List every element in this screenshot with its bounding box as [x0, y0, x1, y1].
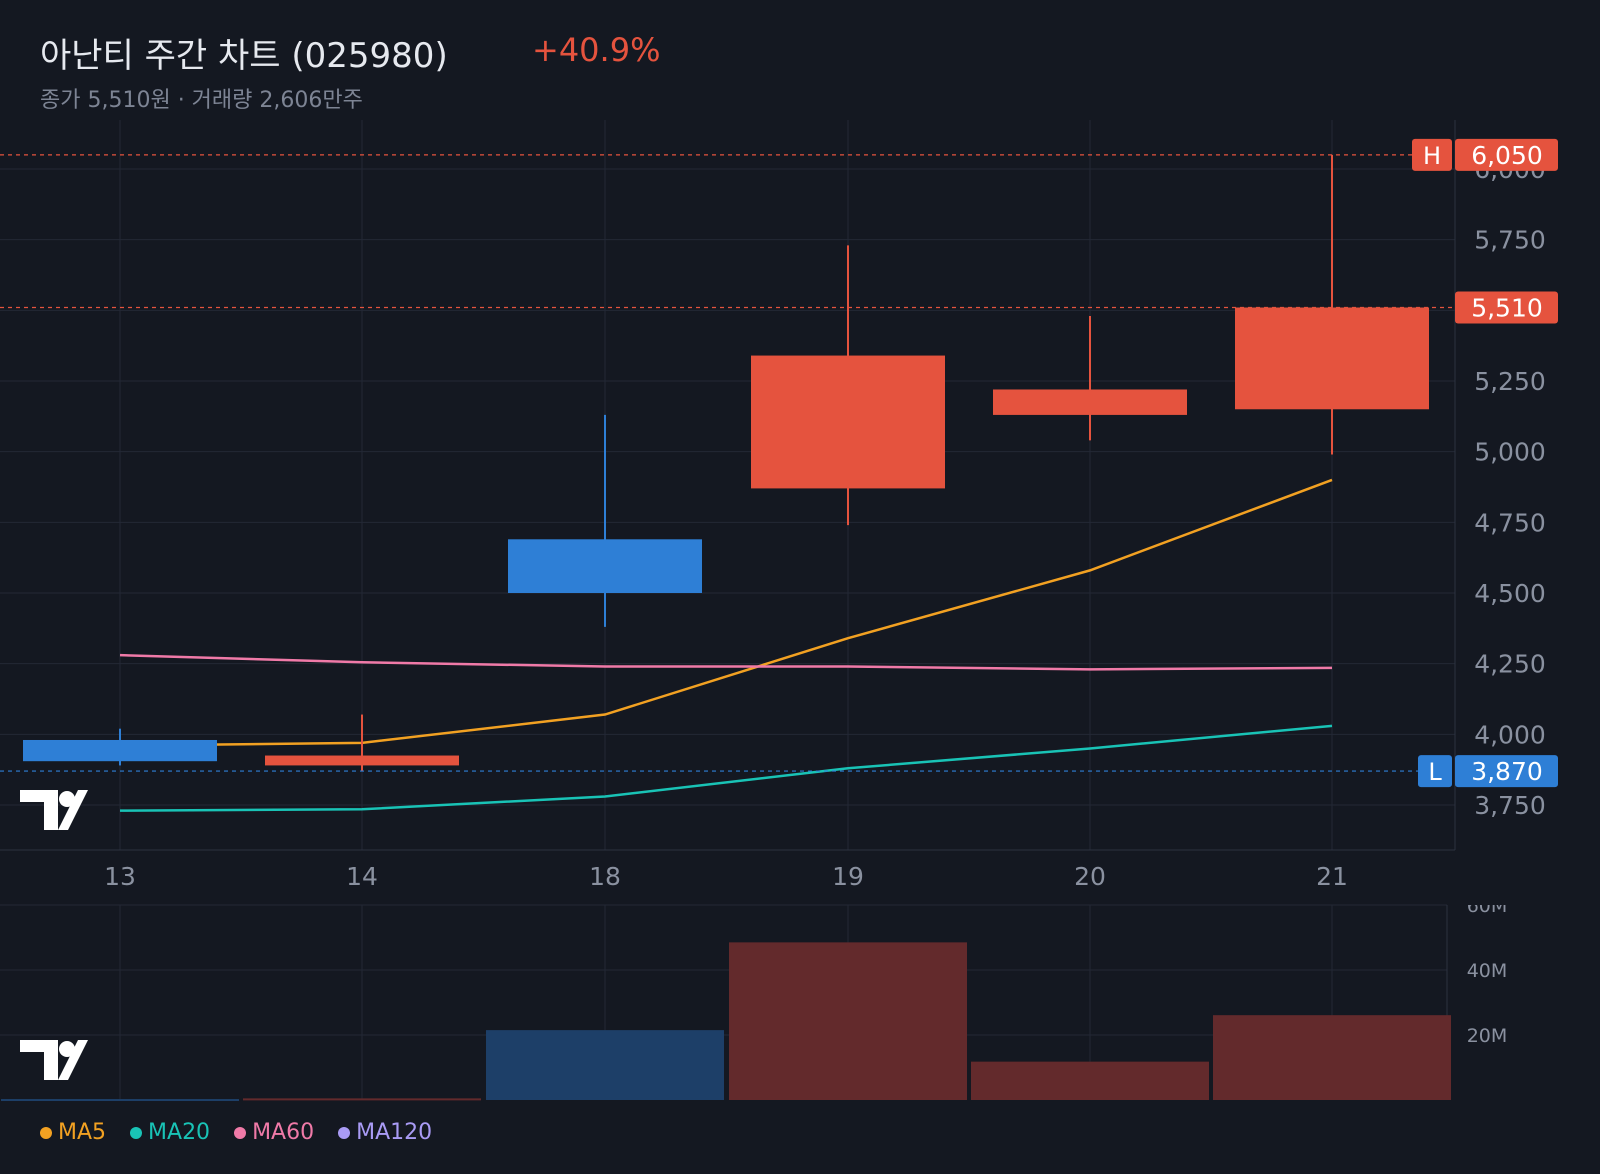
volume-bars: [1, 942, 1451, 1102]
watermark-logo: [20, 1040, 88, 1080]
legend-item-ma60[interactable]: MA60: [234, 1120, 314, 1145]
low-tag-label: L: [1428, 758, 1442, 786]
volume-bar: [729, 942, 967, 1100]
legend-item-ma20[interactable]: MA20: [130, 1120, 210, 1145]
volume-bar: [1, 1099, 239, 1102]
page-title: 아난티 주간 차트 (025980): [40, 36, 448, 76]
low-tag: [1418, 755, 1452, 788]
date-tick-label: 18: [589, 862, 621, 891]
price-tick-label: 3,750: [1474, 791, 1546, 820]
low-price-tag: [1455, 755, 1558, 788]
date-tick-label: 13: [104, 862, 136, 891]
price-tick-label: 4,250: [1474, 650, 1546, 679]
legend-dot-icon: [338, 1126, 351, 1139]
date-tick-label: 14: [346, 862, 378, 891]
candle-body: [751, 355, 945, 489]
reference-lines: [0, 154, 1455, 772]
volume-tick-label: 40M: [1467, 960, 1508, 982]
moving-average-lines: [119, 478, 1333, 812]
price-grid: [0, 120, 1456, 851]
ma-line-ma60: [119, 653, 1333, 671]
legend-dot-icon: [40, 1126, 52, 1139]
high-tag: [1412, 138, 1452, 171]
high-tag-label: H: [1423, 142, 1441, 170]
axis-mask: [1450, 880, 1560, 905]
price-tick-label: 5,250: [1474, 367, 1546, 396]
candle-body: [1235, 307, 1429, 410]
high-price-label: 6,050: [1471, 141, 1543, 170]
price-axis: 3,7504,0004,2504,5004,7505,0005,2505,500…: [1474, 155, 1546, 820]
watermark-logo: [20, 790, 88, 830]
date-tick-label: 21: [1316, 862, 1348, 891]
candle-body: [508, 539, 702, 593]
volume-bar: [243, 1098, 481, 1101]
price-tags: H 6,050 5,510 L 3,870: [1412, 138, 1558, 788]
volume-bar: [486, 1030, 724, 1100]
legend-label: MA60: [252, 1120, 315, 1145]
close-price-label: 5,510: [1471, 294, 1543, 323]
date-axis: 13 14 18 19 20 21: [104, 862, 1348, 891]
close-volume-summary: 종가 5,510원 · 거래량 2,606만주: [40, 88, 363, 113]
low-price-label: 3,870: [1471, 757, 1543, 786]
high-price-tag: [1455, 138, 1558, 171]
close-price-tag: [1455, 291, 1558, 324]
legend-dot-icon: [130, 1126, 143, 1139]
legend-label: MA20: [148, 1120, 211, 1145]
legend-item-ma120[interactable]: MA120: [338, 1120, 432, 1145]
volume-bar: [971, 1061, 1209, 1100]
legend-item-ma5[interactable]: MA5: [40, 1120, 106, 1145]
candle-body: [23, 739, 217, 762]
volume-bar: [1213, 1015, 1451, 1100]
date-tick-label: 20: [1074, 862, 1106, 891]
price-tick-label: 5,750: [1474, 226, 1546, 255]
ma-line-ma5: [119, 478, 1333, 747]
ma-line-ma20: [119, 724, 1333, 812]
candlesticks: [23, 154, 1429, 772]
price-tick-label: 4,750: [1474, 508, 1546, 537]
price-tick-label: 4,500: [1474, 579, 1546, 608]
legend-label: MA120: [356, 1120, 433, 1145]
legend-dot-icon: [234, 1126, 247, 1139]
price-change-badge: +40.9%: [532, 31, 661, 69]
legend-label: MA5: [58, 1120, 107, 1145]
price-tick-label: 4,000: [1474, 720, 1546, 749]
candle-body: [993, 389, 1187, 415]
price-tick-label: 5,000: [1474, 438, 1546, 467]
date-tick-label: 19: [832, 862, 864, 891]
volume-tick-label: 20M: [1467, 1025, 1508, 1047]
ma-legend: MA5 MA20 MA60 MA120: [40, 1120, 432, 1145]
candle-body: [265, 755, 459, 766]
